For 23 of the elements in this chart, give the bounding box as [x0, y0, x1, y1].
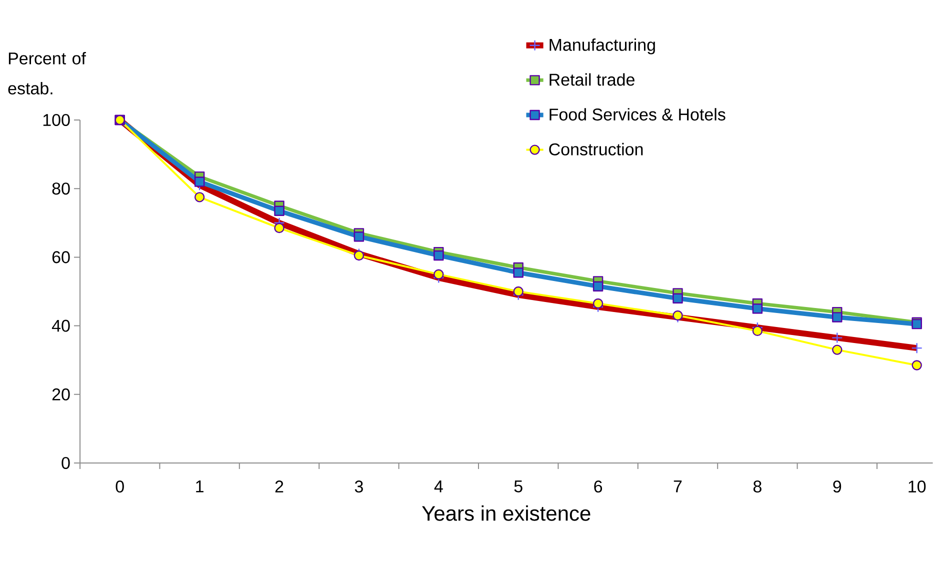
x-axis-title: Years in existence — [422, 505, 590, 521]
x-tick-label: 5 — [514, 480, 522, 492]
x-tick-label: 2 — [275, 480, 284, 492]
legend-label: Retail trade — [550, 73, 634, 86]
y-tick-label: 20 — [52, 388, 70, 400]
y-tick-label: 40 — [52, 320, 70, 332]
x-tick-label: 4 — [434, 480, 443, 492]
y-axis-title: Percent of estab. — [8, 52, 86, 94]
legend-label: Food Services & Hotels — [550, 108, 726, 121]
y-tick-label: 100 — [43, 114, 70, 126]
x-tick-label: 1 — [196, 480, 204, 492]
x-tick-label: 0 — [116, 480, 124, 493]
legend-label: Construction — [549, 142, 643, 156]
x-tick-label: 8 — [753, 480, 762, 493]
y-tick-label: 0 — [62, 456, 70, 470]
x-tick-label: 3 — [354, 480, 363, 493]
y-tick-label: 60 — [52, 251, 70, 264]
x-tick-label: 7 — [674, 480, 682, 492]
x-tick-label: 6 — [594, 480, 602, 493]
legend-label: Manufacturing — [550, 38, 655, 54]
x-tick-label: 9 — [833, 480, 842, 493]
x-tick-label: 10 — [908, 480, 926, 493]
y-tick-label: 80 — [52, 182, 70, 195]
